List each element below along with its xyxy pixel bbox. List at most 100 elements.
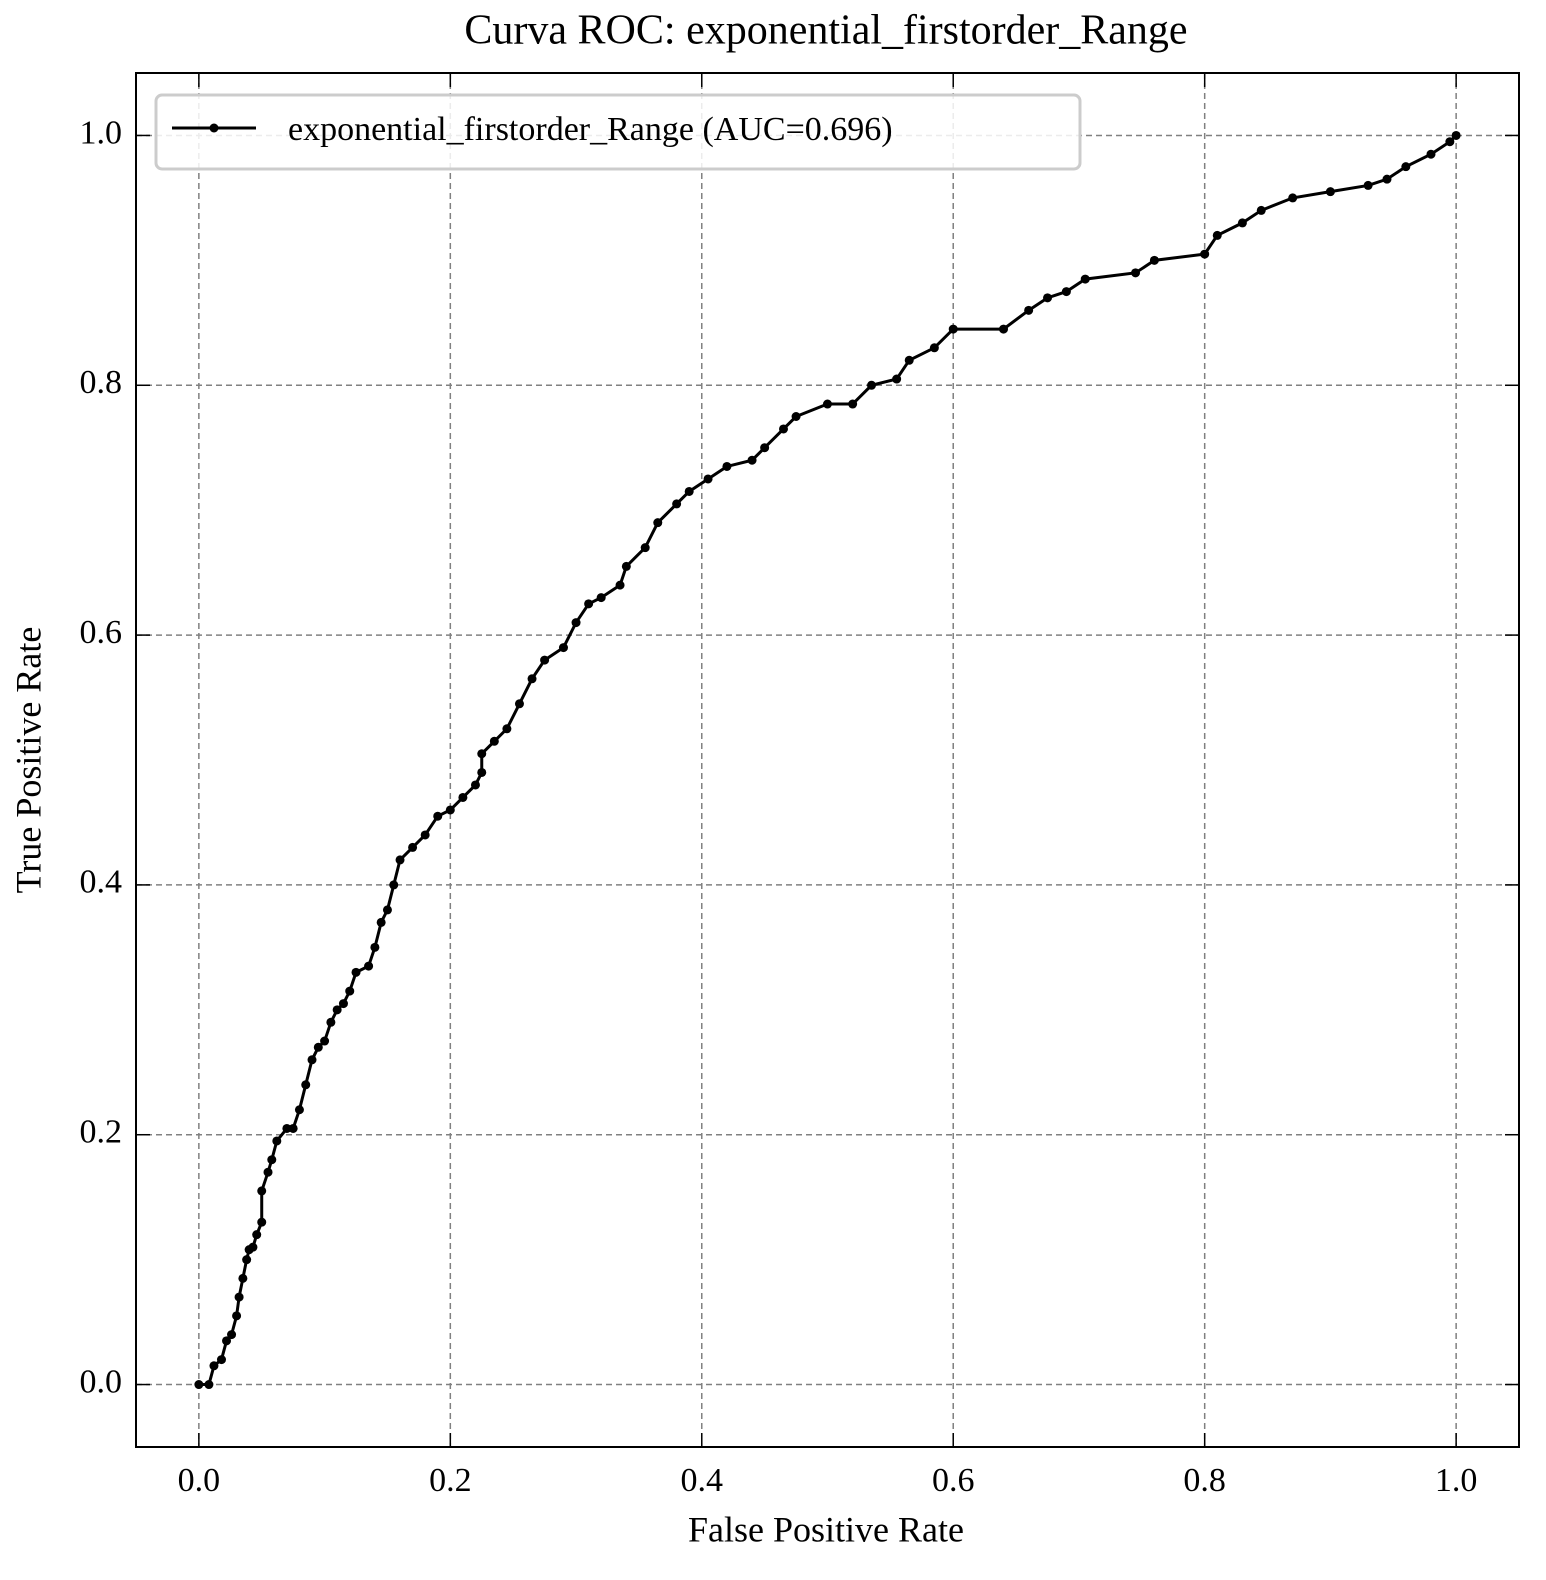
point (1200, 249, 1210, 259)
point (722, 461, 732, 471)
point (257, 1186, 267, 1196)
point (234, 1292, 244, 1302)
point (1061, 287, 1071, 297)
point (345, 986, 355, 996)
x-tick-label: 0.6 (932, 1462, 975, 1499)
point (376, 917, 386, 927)
point (653, 518, 663, 528)
point (1382, 174, 1392, 184)
point (294, 1105, 304, 1115)
point (232, 1311, 242, 1321)
y-axis-label: True Positive Rate (8, 627, 48, 894)
x-tick-label: 0.0 (178, 1462, 221, 1499)
plot-frame (135, 72, 1520, 1448)
point (791, 412, 801, 421)
point (1149, 255, 1159, 265)
point (216, 1355, 226, 1365)
point (867, 380, 877, 390)
point (640, 543, 650, 553)
point (1080, 274, 1090, 284)
chart-title: Curva ROC: exponential_firstorder_Range (464, 8, 1187, 54)
point (351, 967, 361, 977)
point (389, 880, 399, 890)
y-tick-label: 0.2 (80, 1114, 123, 1151)
x-tick-label: 0.8 (1183, 1462, 1226, 1499)
point (267, 1155, 277, 1165)
point (1024, 305, 1034, 315)
point (257, 1217, 267, 1227)
point (892, 374, 902, 384)
legend-marker (209, 123, 219, 133)
point (1451, 130, 1461, 140)
point (1288, 193, 1298, 203)
point (370, 942, 380, 952)
point (395, 855, 405, 865)
point (204, 1380, 214, 1390)
point (238, 1273, 248, 1283)
point (420, 830, 430, 840)
point (1131, 268, 1141, 278)
point (999, 324, 1009, 334)
point (263, 1167, 273, 1177)
point (248, 1242, 258, 1252)
point (433, 811, 443, 821)
point (272, 1136, 282, 1146)
point (282, 1123, 292, 1133)
point (301, 1080, 311, 1090)
y-tick-label: 1.0 (80, 114, 123, 151)
y-tick-label: 0.0 (80, 1363, 123, 1400)
point (571, 618, 581, 628)
y-tick-label: 0.8 (80, 364, 123, 401)
point (313, 1042, 323, 1052)
point (489, 736, 499, 746)
point (615, 580, 625, 590)
legend-label: exponential_firstorder_Range (AUC=0.696) (288, 111, 893, 148)
point (364, 961, 374, 971)
point (1401, 162, 1411, 172)
point (288, 1123, 298, 1133)
point (540, 655, 550, 665)
point (584, 599, 594, 609)
point (527, 674, 537, 684)
point (320, 1036, 330, 1046)
y-tick-label: 0.6 (80, 614, 123, 651)
point (477, 767, 487, 777)
point (558, 643, 568, 653)
point (848, 399, 858, 409)
point (1043, 293, 1053, 303)
point (596, 593, 606, 603)
point (1363, 180, 1373, 190)
point (514, 699, 524, 709)
x-tick-label: 1.0 (1435, 1462, 1478, 1499)
point (242, 1255, 252, 1265)
point (326, 1017, 336, 1027)
point (458, 792, 468, 802)
point (1426, 149, 1436, 159)
point (477, 749, 487, 759)
point (760, 443, 770, 453)
point (252, 1230, 262, 1240)
x-axis-label: False Positive Rate (688, 1509, 964, 1549)
point (307, 1055, 317, 1065)
point (408, 842, 418, 852)
point (1237, 218, 1247, 228)
point (445, 805, 455, 815)
point (948, 324, 958, 334)
point (684, 486, 694, 496)
point (1325, 187, 1335, 197)
roc-line (198, 134, 1458, 1387)
point (470, 780, 480, 790)
point (904, 355, 914, 365)
x-tick-label: 0.4 (681, 1462, 724, 1499)
y-tick-label: 0.4 (80, 864, 123, 901)
point (703, 474, 713, 484)
point (1212, 230, 1222, 240)
point (672, 499, 682, 509)
point (382, 905, 392, 915)
point (209, 1361, 219, 1371)
point (621, 561, 631, 571)
point (1256, 205, 1266, 215)
legend-box (154, 93, 1082, 171)
